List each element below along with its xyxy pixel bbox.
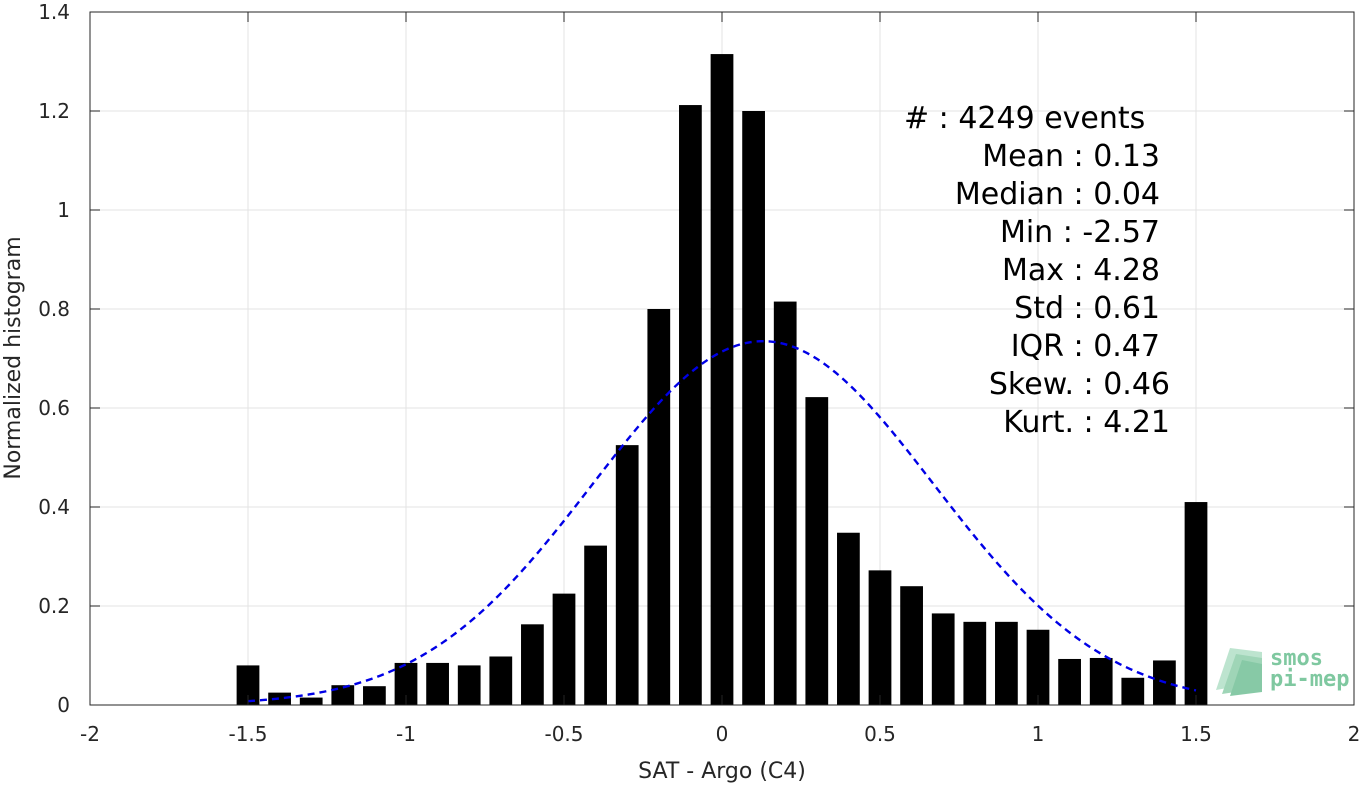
histogram-bar [963, 621, 987, 705]
x-tick-label: 0.5 [864, 722, 896, 746]
histogram-bar [299, 697, 323, 705]
histogram-bar [742, 111, 765, 705]
histogram-bar [457, 665, 481, 705]
histogram-bar [1121, 677, 1145, 705]
y-tick-label: 0.4 [38, 495, 70, 519]
logo-line1: smos [1270, 646, 1323, 671]
logo-line2: pi-mep [1270, 667, 1349, 692]
stats-mean: Mean : 0.13 [982, 139, 1160, 174]
histogram-bar [521, 624, 544, 705]
y-tick-label: 0 [57, 693, 70, 717]
x-tick-label: -1 [396, 722, 416, 746]
histogram-bar [773, 301, 797, 705]
histogram-bar [931, 613, 955, 705]
y-axis-ticks: 0 0.2 0.4 0.6 0.8 1 1.2 1.4 [38, 0, 1354, 717]
x-tick-label: 1 [1032, 722, 1045, 746]
x-axis-ticks: -2 -1.5 -1 -0.5 0 0.5 1 1.5 2 [80, 12, 1360, 746]
histogram-bar [995, 621, 1018, 705]
y-tick-label: 0.8 [38, 297, 70, 321]
histogram-bar [489, 656, 513, 705]
y-tick-label: 1 [57, 198, 70, 222]
stats-min: Min : -2.57 [1000, 215, 1160, 250]
histogram-bar [1058, 658, 1081, 705]
histogram-bar [900, 586, 923, 705]
logo-wave-icon [1216, 648, 1262, 696]
y-axis-label: Normalized histogram [1, 236, 26, 479]
histogram-bar [426, 662, 449, 705]
stats-iqr: IQR : 0.47 [1011, 329, 1160, 364]
x-tick-label: 2 [1348, 722, 1361, 746]
histogram-bar [837, 532, 860, 705]
x-axis-label: SAT - Argo (C4) [638, 759, 806, 784]
stats-count: # : 4249 events [904, 101, 1145, 136]
smos-pimep-logo: smos pi-mep [1216, 646, 1349, 696]
histogram-bar [584, 545, 607, 705]
histogram-bar [647, 309, 671, 705]
histogram-bar [268, 692, 291, 705]
histogram-bar [1089, 657, 1113, 705]
y-tick-label: 1.4 [38, 0, 70, 24]
histogram-bar [710, 54, 734, 705]
y-tick-label: 0.2 [38, 594, 70, 618]
histogram-bar [1184, 502, 1208, 705]
x-tick-label: -1.5 [228, 722, 267, 746]
stats-annotation: # : 4249 events Mean : 0.13 Median : 0.0… [904, 101, 1170, 440]
normal-fit-curve [247, 339, 1197, 703]
x-tick-label: -2 [80, 722, 100, 746]
y-tick-label: 1.2 [38, 99, 70, 123]
stats-skew: Skew. : 0.46 [989, 367, 1170, 402]
histogram-bar [868, 570, 892, 705]
histogram-bar [615, 445, 639, 705]
histogram-bar [679, 105, 702, 705]
histogram-bar [1026, 629, 1050, 705]
histogram-bar [363, 686, 386, 705]
x-tick-label: 0 [716, 722, 729, 746]
stats-std: Std : 0.61 [1014, 291, 1160, 326]
histogram-bar [552, 593, 576, 705]
x-tick-label: -0.5 [544, 722, 583, 746]
stats-kurt: Kurt. : 4.21 [1003, 405, 1170, 440]
histogram-bar [394, 662, 418, 705]
stats-max: Max : 4.28 [1002, 253, 1160, 288]
x-tick-label: 1.5 [1180, 722, 1212, 746]
y-tick-label: 0.6 [38, 396, 70, 420]
histogram-bar [236, 665, 260, 705]
stats-median: Median : 0.04 [955, 177, 1160, 212]
histogram-bar [805, 397, 829, 705]
histogram-bar [331, 685, 355, 705]
